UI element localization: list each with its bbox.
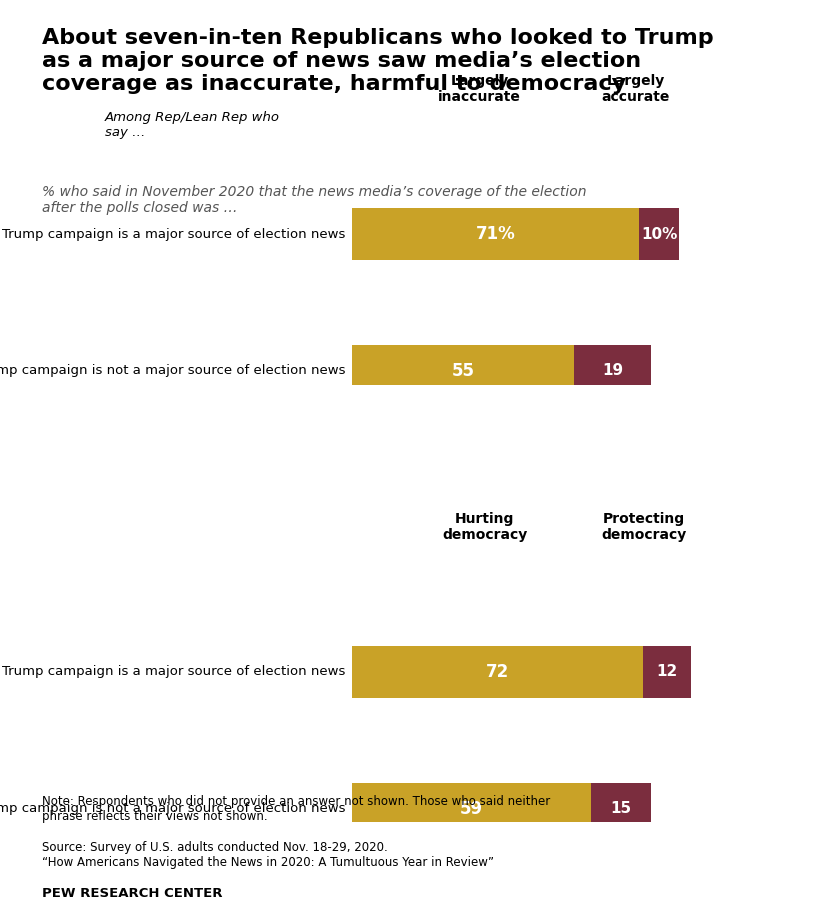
Bar bbox=[353, 783, 591, 834]
Text: 12: 12 bbox=[657, 664, 678, 679]
Text: Largely
inaccurate: Largely inaccurate bbox=[438, 74, 521, 104]
Text: 72: 72 bbox=[486, 663, 509, 681]
Text: Largely
accurate: Largely accurate bbox=[601, 74, 670, 104]
Bar bbox=[353, 345, 575, 396]
Text: 19: 19 bbox=[602, 363, 623, 378]
Text: Trump campaign is not a major source of election news: Trump campaign is not a major source of … bbox=[0, 364, 346, 377]
Text: Trump campaign is a major source of election news: Trump campaign is a major source of elec… bbox=[3, 227, 346, 240]
Bar bbox=[639, 208, 680, 260]
Bar bbox=[643, 646, 691, 698]
Text: 15: 15 bbox=[610, 801, 632, 816]
Text: PEW RESEARCH CENTER: PEW RESEARCH CENTER bbox=[42, 887, 223, 900]
Text: Hurting
democracy: Hurting democracy bbox=[442, 512, 528, 541]
Text: Trump campaign is not a major source of election news: Trump campaign is not a major source of … bbox=[0, 802, 346, 815]
Bar bbox=[353, 646, 643, 698]
Bar bbox=[575, 345, 651, 396]
Text: Trump campaign is a major source of election news: Trump campaign is a major source of elec… bbox=[3, 665, 346, 678]
Text: Protecting
democracy: Protecting democracy bbox=[601, 512, 686, 541]
Text: 59: 59 bbox=[459, 799, 483, 818]
Text: 71%: 71% bbox=[475, 225, 516, 243]
Text: Note: Respondents who did not provide an answer not shown. Those who said neithe: Note: Respondents who did not provide an… bbox=[42, 795, 550, 822]
Text: % who said in November 2020 that the news media’s coverage of the election
after: % who said in November 2020 that the new… bbox=[42, 185, 586, 215]
Text: Source: Survey of U.S. adults conducted Nov. 18-29, 2020.
“How Americans Navigat: Source: Survey of U.S. adults conducted … bbox=[42, 841, 494, 869]
Text: 55: 55 bbox=[452, 362, 475, 380]
Text: 10%: 10% bbox=[641, 226, 677, 241]
Text: Among Rep/Lean Rep who
say …: Among Rep/Lean Rep who say … bbox=[105, 111, 280, 139]
Text: About seven-in-ten Republicans who looked to Trump
as a major source of news saw: About seven-in-ten Republicans who looke… bbox=[42, 28, 714, 94]
Bar bbox=[353, 208, 639, 260]
Bar bbox=[591, 783, 651, 834]
